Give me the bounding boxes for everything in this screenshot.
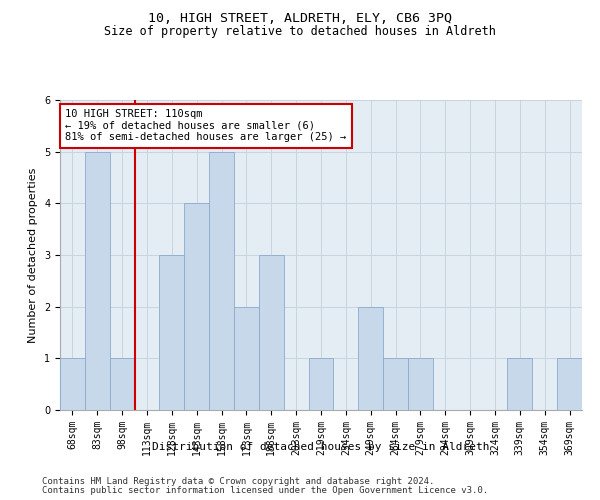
Text: Contains public sector information licensed under the Open Government Licence v3: Contains public sector information licen… (42, 486, 488, 495)
Bar (160, 255, 184, 410)
Bar (234, 306, 259, 410)
Bar (557, 358, 582, 410)
Text: Contains HM Land Registry data © Crown copyright and database right 2024.: Contains HM Land Registry data © Crown c… (42, 477, 434, 486)
Bar (408, 358, 433, 410)
Bar (209, 152, 234, 410)
Bar (184, 204, 209, 410)
Bar (508, 358, 532, 410)
Text: Size of property relative to detached houses in Aldreth: Size of property relative to detached ho… (104, 25, 496, 38)
Bar (60, 358, 85, 410)
Bar (259, 255, 284, 410)
Bar (358, 306, 383, 410)
Text: Distribution of detached houses by size in Aldreth: Distribution of detached houses by size … (152, 442, 490, 452)
Text: 10 HIGH STREET: 110sqm
← 19% of detached houses are smaller (6)
81% of semi-deta: 10 HIGH STREET: 110sqm ← 19% of detached… (65, 110, 346, 142)
Bar (85, 152, 110, 410)
Y-axis label: Number of detached properties: Number of detached properties (28, 168, 38, 342)
Text: 10, HIGH STREET, ALDRETH, ELY, CB6 3PQ: 10, HIGH STREET, ALDRETH, ELY, CB6 3PQ (148, 12, 452, 26)
Bar (383, 358, 408, 410)
Bar (308, 358, 334, 410)
Bar (110, 358, 134, 410)
